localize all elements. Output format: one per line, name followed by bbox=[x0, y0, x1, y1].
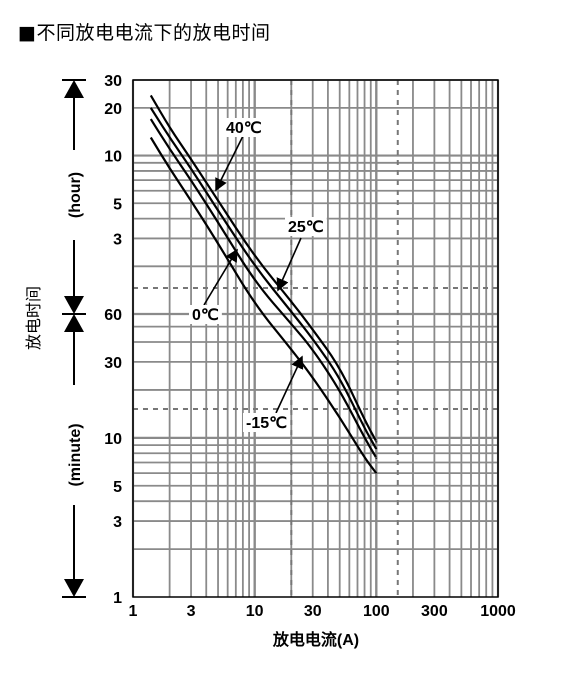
series-line-2 bbox=[149, 118, 378, 459]
callout-label-bg bbox=[285, 217, 327, 236]
x-tick-label: 100 bbox=[363, 603, 390, 620]
y-axis-arrows bbox=[62, 79, 86, 598]
callout-label-bg bbox=[243, 413, 291, 432]
major-grid bbox=[131, 80, 500, 597]
y-tick-label-minute: 30 bbox=[104, 355, 122, 372]
series-line-1 bbox=[149, 107, 378, 450]
y-tick-label-hour: 10 bbox=[104, 149, 122, 166]
callout-arrow bbox=[215, 135, 244, 192]
y-tick-labels: 3 5 10 20 30 1 3 5 10 30 60 bbox=[104, 73, 122, 607]
y-tick-label-hour: 30 bbox=[104, 73, 122, 90]
y-tick-label-hour: 5 bbox=[113, 196, 122, 213]
y-tick-label-minute: 5 bbox=[113, 479, 122, 496]
x-tick-labels: 1 3 10 30 100 300 1000 bbox=[129, 603, 516, 620]
x-tick-label: 3 bbox=[187, 603, 196, 620]
x-tick-label: 300 bbox=[421, 603, 448, 620]
callout-label: -15℃ bbox=[246, 415, 287, 432]
x-tick-label: 1 bbox=[129, 603, 138, 620]
callout-label-bg bbox=[223, 118, 265, 137]
callout-label: 0℃ bbox=[192, 307, 219, 324]
x-axis-title: 放电电流(A) bbox=[272, 630, 359, 649]
callout-arrow bbox=[203, 248, 238, 306]
callout-label: 40℃ bbox=[226, 120, 262, 137]
arrow-up-icon bbox=[64, 80, 84, 98]
y-tick-label-hour: 20 bbox=[104, 101, 122, 118]
series-line-3 bbox=[149, 136, 378, 474]
series-line-0 bbox=[149, 94, 378, 443]
callout-arrow bbox=[276, 237, 302, 292]
hour-segment-label: (hour) bbox=[67, 172, 84, 218]
callout-label: 25℃ bbox=[288, 219, 324, 236]
minute-segment-label: (minute) bbox=[67, 423, 84, 486]
y-tick-label-hour: 3 bbox=[113, 231, 122, 248]
x-tick-label: 1000 bbox=[480, 603, 516, 620]
callout-label-bg bbox=[189, 305, 222, 324]
y-tick-label-minute: 60 bbox=[104, 307, 122, 324]
series-lines bbox=[149, 94, 378, 474]
y-tick-label-minute: 3 bbox=[113, 514, 122, 531]
arrow-down-icon bbox=[64, 296, 84, 314]
y-tick-label-minute: 1 bbox=[113, 590, 122, 607]
y-axis-title: 放电时间 bbox=[25, 286, 43, 350]
x-tick-label: 30 bbox=[304, 603, 322, 620]
series-callouts: 40℃ 25℃ 0℃ -15℃ bbox=[189, 118, 327, 432]
dashed-reference-lines bbox=[133, 80, 498, 597]
minor-grid bbox=[133, 79, 498, 597]
y-tick-label-minute: 10 bbox=[104, 431, 122, 448]
arrow-up-icon bbox=[64, 314, 84, 332]
callout-arrow bbox=[275, 355, 304, 414]
arrow-down-icon bbox=[64, 579, 84, 597]
page-title: ■不同放电电流下的放电时间 bbox=[18, 22, 271, 44]
plot-frame bbox=[132, 79, 499, 598]
x-tick-label: 10 bbox=[246, 603, 264, 620]
